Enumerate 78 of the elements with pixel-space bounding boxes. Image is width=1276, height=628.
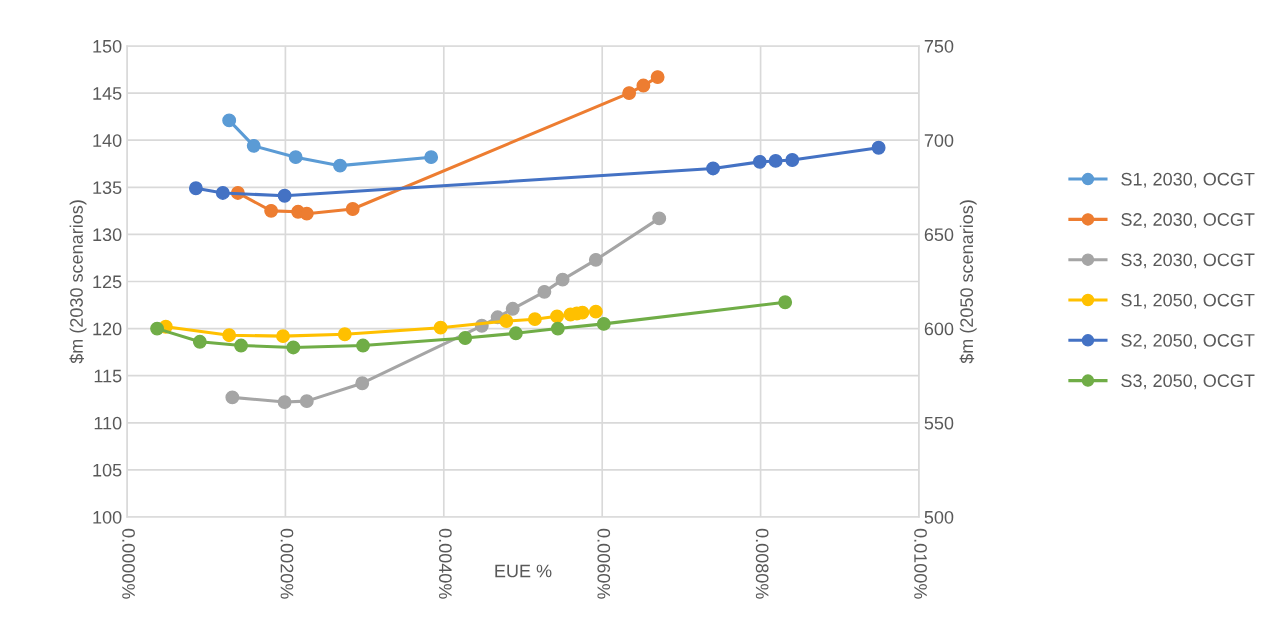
x-axis-title: EUE % [495, 564, 552, 578]
point [537, 284, 552, 299]
point [286, 340, 301, 355]
y2-tick-label: 750 [924, 39, 954, 53]
point [588, 252, 603, 267]
point [636, 78, 651, 93]
point [215, 186, 230, 200]
y2-tick-label: 500 [924, 510, 954, 524]
point [652, 211, 667, 226]
point [622, 86, 637, 101]
point [150, 321, 165, 336]
point [277, 188, 292, 203]
point [752, 154, 767, 169]
legend-label: S2, 2030, OCGT [1121, 213, 1255, 229]
point [706, 161, 721, 176]
x-tick-label: 0.0080% [755, 528, 769, 599]
point [288, 150, 303, 165]
y-tick-label: 115 [94, 369, 122, 383]
point [188, 181, 203, 196]
y2-tick-label: 650 [924, 228, 954, 242]
point [555, 272, 570, 287]
point [499, 314, 514, 329]
legend-label: S3, 2030, OCGT [1121, 253, 1255, 269]
legend-label: S1, 2030, OCGT [1121, 172, 1255, 188]
y-tick-label: 100 [93, 510, 122, 524]
point [768, 153, 783, 168]
x-tick-label: 0.0100% [914, 528, 927, 599]
x-tick-label: 0.0020% [280, 528, 294, 599]
point [550, 321, 565, 336]
y-tick-label: 135 [93, 181, 122, 195]
point [505, 301, 520, 316]
y-tick-label: 150 [93, 39, 122, 53]
point [277, 395, 292, 410]
point [225, 390, 240, 405]
point [871, 140, 886, 155]
point [550, 309, 565, 324]
y-tick-label: 110 [94, 416, 122, 430]
y-tick-label: 120 [93, 322, 122, 336]
point [458, 331, 473, 345]
y2-tick-label: 700 [924, 134, 954, 147]
point [222, 328, 237, 343]
y2-axis-title: $m (2050 scenarios) [959, 200, 977, 364]
y-tick-label: 140 [93, 134, 122, 147]
point [778, 295, 793, 310]
point [424, 150, 439, 165]
point [222, 113, 237, 128]
x-tick-label: 0.0000% [122, 528, 135, 599]
y-tick-label: 130 [93, 228, 122, 242]
point [192, 334, 207, 349]
point [264, 203, 279, 218]
point [588, 304, 603, 319]
point [527, 312, 542, 327]
point [246, 138, 261, 153]
y-tick-label: 145 [93, 87, 122, 100]
x-tick-label: 0.0060% [597, 528, 611, 599]
y2-tick-label: 550 [924, 416, 954, 430]
point [650, 70, 665, 85]
point [345, 202, 360, 216]
point [299, 394, 314, 409]
point [433, 320, 448, 335]
point [785, 153, 800, 167]
point [508, 326, 523, 341]
y-tick-label: 105 [93, 463, 122, 477]
legend-label: S1, 2050, OCGT [1121, 293, 1255, 309]
point [337, 327, 352, 342]
legend-label: S3, 2050, OCGT [1121, 374, 1255, 390]
point [299, 206, 314, 221]
point [276, 329, 290, 344]
legend-label: S2, 2050, OCGT [1121, 334, 1255, 349]
y2-tick-label: 600 [924, 322, 954, 336]
point [356, 338, 370, 353]
point [234, 338, 248, 353]
y-tick-label: 125 [93, 275, 122, 289]
point [355, 376, 370, 391]
point [596, 316, 611, 331]
x-tick-label: 0.0040% [438, 528, 452, 599]
point [333, 158, 347, 173]
y-axis-title: $m (2030 scenarios) [69, 200, 87, 364]
